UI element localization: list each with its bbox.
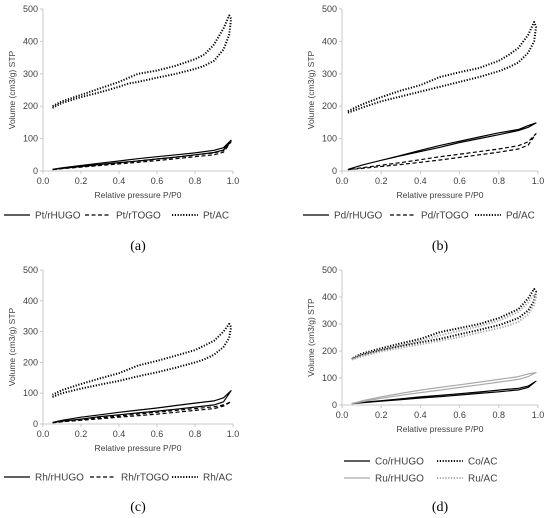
x-tick-label: 0.0	[37, 176, 50, 186]
series-line-co-rhugo	[351, 380, 537, 405]
legend: Pt/rHUGO Pt/rTOGO Pt/AC	[4, 211, 229, 222]
legend-label: Pd/rHUGO	[334, 211, 383, 222]
legend-label: Pt/rHUGO	[35, 211, 81, 222]
y-tick-label: 500	[23, 265, 38, 275]
y-tick-label: 500	[322, 4, 337, 14]
series-line-ru-ac	[351, 293, 537, 361]
chart-panel-3: 0 100 200 300 400 500 0.0 0.2 0.4 0.6 0.8 1.0 Relati…	[4, 265, 239, 515]
y-tick-label: 100	[322, 134, 337, 144]
x-tick-label: 0.6	[453, 176, 466, 186]
x-tick-label: 1.0	[532, 176, 545, 186]
x-tick-label: 0.4	[113, 176, 126, 186]
panel-label: (c)	[130, 500, 146, 515]
legend-label: Rh/AC	[203, 473, 232, 484]
x-tick-label: 1.0	[227, 176, 240, 186]
x-tick-label: 0.0	[37, 429, 50, 439]
legend: Rh/rHUGO Rh/rTOGO Rh/AC	[4, 473, 232, 484]
y-tick-label: 0	[332, 166, 337, 176]
y-tick-label: 300	[322, 319, 337, 329]
legend-label: Pt/rTOGO	[116, 211, 161, 222]
x-tick-label: 0.8	[189, 429, 202, 439]
series-line-pd-rtogo	[347, 133, 537, 171]
x-tick-label: 0.0	[336, 176, 349, 186]
x-tick-label: 0.6	[151, 429, 164, 439]
x-tick-label: 0.8	[189, 176, 202, 186]
legend-label: Co/AC	[468, 457, 497, 468]
y-tick-label: 200	[23, 357, 38, 367]
legend: Pd/rHUGO Pd/rTOGO Pd/AC	[303, 211, 535, 222]
x-tick-label: 1.0	[532, 410, 545, 420]
x-tick-label: 0.2	[75, 429, 88, 439]
y-tick-label: 400	[23, 296, 38, 306]
x-tick-label: 0.2	[375, 410, 388, 420]
y-tick-label: 100	[322, 373, 337, 383]
legend-label: Ru/AC	[468, 474, 497, 485]
y-axis-label: Volume (cm3/g) STP	[7, 50, 17, 129]
y-axis-label: Volume (cm3/g) STP	[306, 298, 316, 377]
legend: Co/rHUGO Co/AC Ru/rHUGO Ru/AC	[344, 457, 497, 485]
series-line-pt-rhugo	[52, 139, 232, 170]
y-tick-label: 100	[23, 388, 38, 398]
x-tick-label: 0.6	[151, 176, 164, 186]
x-tick-label: 0.4	[414, 176, 427, 186]
y-tick-label: 500	[322, 265, 337, 275]
y-tick-label: 200	[322, 101, 337, 111]
y-tick-label: 0	[332, 400, 337, 410]
y-tick-label: 200	[23, 101, 38, 111]
legend-label: Rh/rHUGO	[35, 473, 84, 484]
y-tick-label: 400	[23, 36, 38, 46]
chart-panel-2: 0 100 200 300 400 500 0.0 0.2 0.4 0.6 0.8 1.0 Relati…	[303, 4, 544, 254]
x-axis-label: Relative pressure P/P0	[95, 443, 182, 453]
series-line-pt-rtogo	[52, 141, 232, 171]
x-tick-label: 0.0	[336, 410, 349, 420]
y-tick-label: 400	[322, 292, 337, 302]
y-tick-label: 0	[33, 166, 38, 176]
chart-panel-1: 0 100 200 300 400 500 0.0 0.2 0.4 0.6 0.8 1.0 Relati…	[4, 4, 239, 254]
series-line-ru-rhugo	[351, 372, 537, 405]
series-line-pt-ac	[52, 14, 233, 109]
legend-label: Pd/AC	[506, 211, 535, 222]
y-tick-label: 400	[322, 36, 337, 46]
y-tick-label: 300	[23, 327, 38, 337]
x-tick-label: 0.4	[113, 429, 126, 439]
legend-label: Pt/AC	[203, 211, 229, 222]
legend-label: Rh/rTOGO	[121, 473, 169, 484]
series-line-rh-ac	[52, 322, 233, 398]
legend-label: Pd/rTOGO	[421, 211, 469, 222]
panel-label: (d)	[432, 500, 449, 515]
y-axis-label: Volume (cm3/g) STP	[7, 307, 17, 386]
x-tick-label: 0.2	[75, 176, 88, 186]
x-axis-label: Relative pressure P/P0	[397, 190, 484, 200]
chart-panel-4: 0 100 200 300 400 500 0.0 0.2 0.4 0.6 0.8 1.0 Relati…	[306, 265, 544, 515]
x-axis-label: Relative pressure P/P0	[397, 424, 484, 434]
y-tick-label: 500	[23, 4, 38, 14]
x-tick-label: 0.2	[375, 176, 388, 186]
y-tick-label: 0	[33, 419, 38, 429]
x-tick-label: 0.6	[453, 410, 466, 420]
y-tick-label: 300	[322, 69, 337, 79]
y-axis-label: Volume (cm3/g) STP	[306, 50, 316, 129]
x-tick-label: 0.8	[493, 176, 506, 186]
x-axis-label: Relative pressure P/P0	[95, 190, 182, 200]
series-line-rh-rtogo	[52, 401, 232, 424]
legend-label: Co/rHUGO	[375, 457, 424, 468]
x-tick-label: 0.8	[493, 410, 506, 420]
x-tick-label: 0.4	[414, 410, 427, 420]
panel-label: (a)	[130, 239, 146, 254]
y-tick-label: 100	[23, 134, 38, 144]
x-tick-label: 1.0	[227, 429, 240, 439]
series-line-co-ac	[351, 287, 537, 361]
series-line-pd-rhugo	[347, 122, 537, 170]
series-line-rh-rhugo	[52, 390, 232, 424]
y-tick-label: 300	[23, 69, 38, 79]
legend-label: Ru/rHUGO	[375, 474, 424, 485]
panel-label: (b)	[432, 239, 449, 254]
y-tick-label: 200	[322, 346, 337, 356]
series-line-pd-ac	[347, 21, 537, 114]
